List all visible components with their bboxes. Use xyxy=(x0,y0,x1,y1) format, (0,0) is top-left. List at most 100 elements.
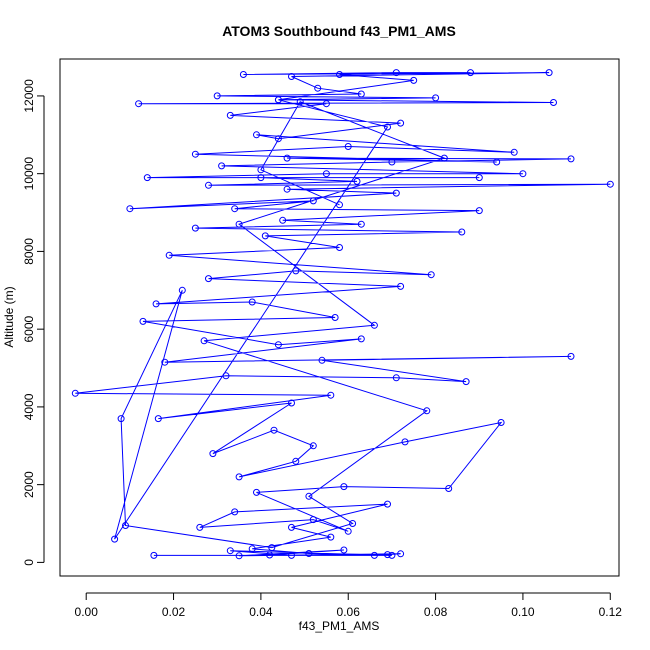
data-point xyxy=(467,69,474,77)
data-point xyxy=(331,314,339,321)
data-point xyxy=(270,426,278,434)
data-point xyxy=(388,551,396,559)
data-point xyxy=(384,551,391,559)
data-point xyxy=(440,154,448,162)
x-axis: 0.00 0.02 0.04 0.06 0.08 0.10 0.12 xyxy=(75,592,623,619)
data-point xyxy=(475,207,483,215)
x-tick-label: 0.00 xyxy=(75,605,99,619)
data-point xyxy=(139,317,147,325)
data-point xyxy=(314,84,322,92)
data-point xyxy=(357,220,365,228)
data-point xyxy=(309,516,317,524)
data-point xyxy=(152,300,160,308)
data-point xyxy=(336,71,343,78)
data-point xyxy=(248,545,256,553)
x-tick-label: 0.02 xyxy=(162,605,186,619)
data-point xyxy=(200,337,208,345)
data-point xyxy=(567,155,575,163)
data-point xyxy=(283,154,291,162)
data-point xyxy=(288,399,295,407)
data-point xyxy=(305,550,313,557)
data-point xyxy=(340,483,348,491)
data-point xyxy=(388,158,396,166)
data-point xyxy=(309,197,317,205)
data-point xyxy=(274,341,282,349)
data-point xyxy=(344,143,352,150)
x-tick-label: 0.04 xyxy=(249,605,273,619)
data-point xyxy=(370,321,378,329)
data-point xyxy=(279,216,287,224)
y-tick-label: 0 xyxy=(22,559,36,566)
data-point xyxy=(231,508,239,516)
data-point xyxy=(327,391,335,399)
data-point xyxy=(401,438,409,446)
data-point xyxy=(510,148,518,156)
data-point xyxy=(126,205,134,213)
x-tick-label: 0.10 xyxy=(511,605,535,619)
data-point xyxy=(209,450,217,458)
data-point xyxy=(392,69,400,77)
data-point xyxy=(165,251,173,259)
data-point xyxy=(475,174,483,182)
data-point xyxy=(274,96,282,104)
data-point xyxy=(462,378,470,386)
data-point xyxy=(71,389,79,397)
y-tick-label: 2000 xyxy=(22,471,36,498)
data-point xyxy=(150,551,158,559)
data-point xyxy=(497,419,505,426)
data-point xyxy=(196,523,204,531)
data-point xyxy=(432,94,440,102)
data-point xyxy=(327,533,335,541)
data-point xyxy=(226,111,234,119)
data-point xyxy=(305,492,313,500)
data-point xyxy=(191,224,199,232)
data-point xyxy=(336,201,343,209)
y-tick-label: 8000 xyxy=(22,238,36,265)
data-point xyxy=(222,372,230,380)
data-point xyxy=(340,546,348,554)
data-point xyxy=(397,550,405,558)
data-point xyxy=(248,298,256,306)
data-point xyxy=(239,71,247,78)
data-point xyxy=(235,552,243,560)
data-point xyxy=(261,232,269,240)
data-point xyxy=(266,551,274,559)
x-tick-label: 0.12 xyxy=(599,605,623,619)
data-point xyxy=(161,358,169,366)
y-axis: 0 2000 4000 6000 8000 10000 12000 xyxy=(22,79,45,566)
data-point xyxy=(397,119,405,127)
data-point xyxy=(318,356,326,364)
x-axis-label: f43_PM1_AMS xyxy=(299,619,380,633)
data-point xyxy=(493,158,501,166)
data-point xyxy=(309,442,317,450)
data-point xyxy=(292,457,300,465)
data-point xyxy=(283,185,291,193)
data-point xyxy=(268,544,276,552)
plot-frame xyxy=(59,58,620,577)
chart-title: ATOM3 Southbound f43_PM1_AMS xyxy=(222,23,456,39)
data-point xyxy=(143,174,151,182)
data-point xyxy=(606,180,614,188)
data-point xyxy=(427,271,435,279)
data-point xyxy=(288,523,295,531)
data-point xyxy=(336,244,343,251)
data-point xyxy=(288,551,295,559)
data-point xyxy=(353,177,361,185)
data-point xyxy=(392,374,400,382)
data-point xyxy=(288,73,295,80)
data-point xyxy=(226,547,234,555)
data-point xyxy=(423,407,431,415)
data-point xyxy=(257,166,265,174)
x-tick-label: 0.08 xyxy=(424,605,448,619)
data-point xyxy=(253,131,260,139)
data-point xyxy=(445,485,453,492)
y-tick-label: 6000 xyxy=(22,315,36,342)
data-point xyxy=(257,174,265,182)
y-tick-label: 4000 xyxy=(22,393,36,420)
data-point xyxy=(458,228,466,236)
data-point xyxy=(344,527,352,535)
data-point xyxy=(384,123,391,131)
data-point xyxy=(550,99,557,106)
data-point xyxy=(410,76,418,84)
